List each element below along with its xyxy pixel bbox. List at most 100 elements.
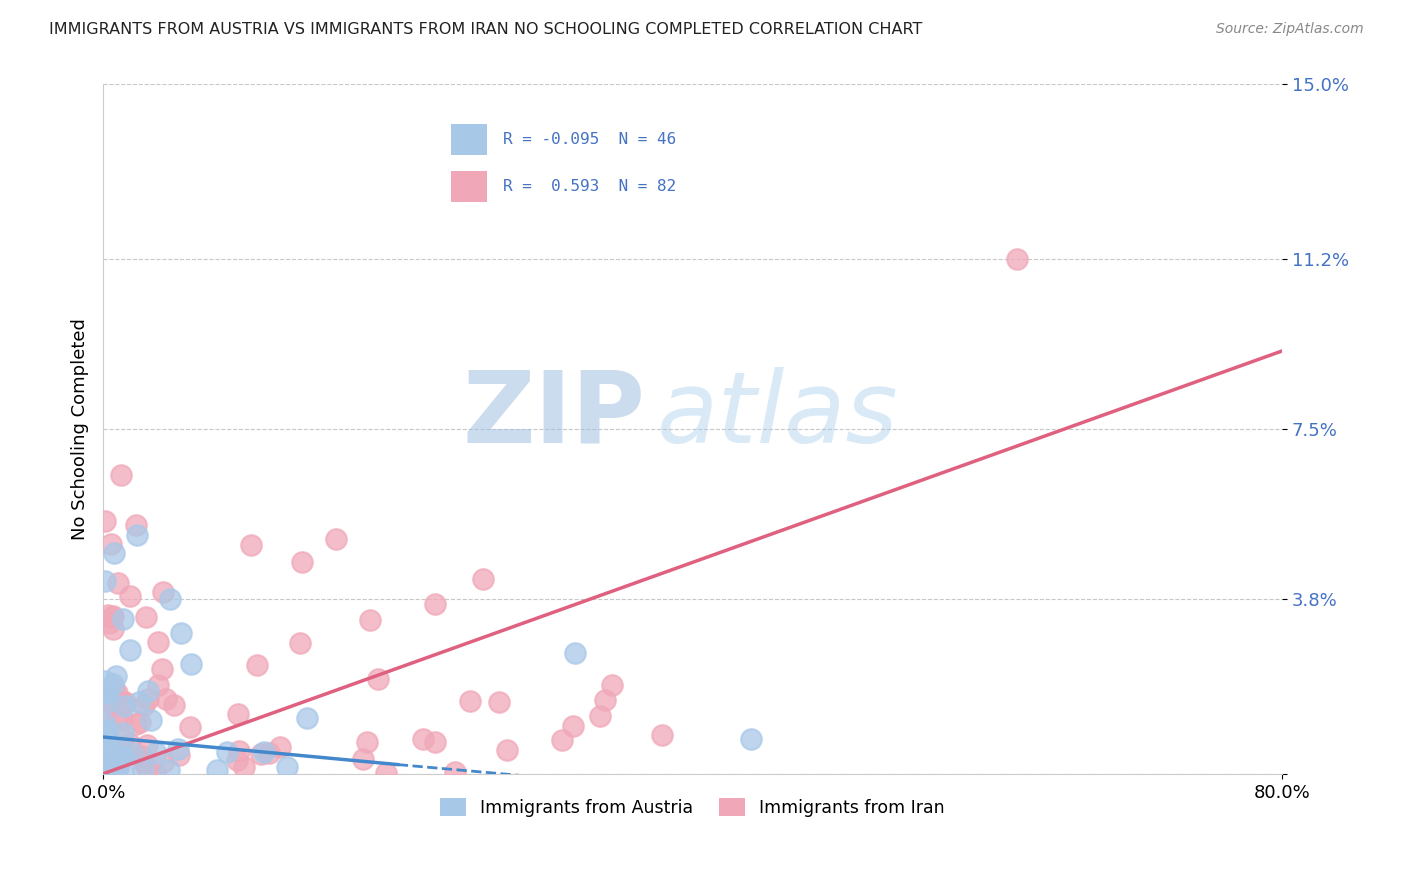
Immigrants from Iran — [105, 711, 128, 725]
Immigrants from Iran — [425, 735, 447, 749]
Immigrants from Austria — [141, 713, 163, 727]
Immigrants from Austria — [253, 745, 276, 759]
Immigrants from Iran — [249, 747, 271, 762]
Immigrants from Iran — [135, 738, 157, 752]
Immigrants from Iran — [103, 681, 125, 695]
Immigrants from Austria — [180, 657, 202, 672]
Immigrants from Austria — [159, 592, 181, 607]
Immigrants from Iran — [561, 718, 583, 732]
Immigrants from Iran — [132, 698, 155, 712]
Immigrants from Iran — [96, 702, 118, 716]
Immigrants from Iran — [135, 761, 157, 775]
Immigrants from Iran — [352, 752, 374, 766]
Immigrants from Iran — [125, 517, 148, 532]
Immigrants from Iran — [93, 514, 115, 528]
Immigrants from Iran — [356, 735, 378, 749]
Immigrants from Iran — [288, 636, 311, 650]
Text: ZIP: ZIP — [463, 367, 645, 464]
Legend: Immigrants from Austria, Immigrants from Iran: Immigrants from Austria, Immigrants from… — [433, 791, 952, 823]
Immigrants from Austria — [93, 685, 115, 699]
Immigrants from Austria — [564, 647, 586, 661]
Immigrants from Austria — [112, 612, 135, 626]
Immigrants from Iran — [367, 672, 389, 686]
Immigrants from Iran — [443, 765, 465, 780]
Immigrants from Iran — [146, 677, 169, 691]
Immigrants from Iran — [600, 678, 623, 692]
Immigrants from Austria — [217, 745, 239, 759]
Immigrants from Austria — [100, 742, 122, 756]
Immigrants from Austria — [111, 766, 134, 780]
Immigrants from Iran — [228, 744, 250, 758]
Immigrants from Iran — [111, 746, 134, 760]
Immigrants from Iran — [135, 610, 157, 624]
Immigrants from Iran — [488, 695, 510, 709]
Immigrants from Austria — [96, 723, 118, 738]
Immigrants from Austria — [103, 546, 125, 560]
Immigrants from Austria — [93, 574, 115, 589]
Immigrants from Austria — [97, 685, 120, 699]
Immigrants from Iran — [412, 732, 434, 747]
Immigrants from Austria — [136, 684, 159, 698]
Immigrants from Iran — [233, 760, 256, 774]
Immigrants from Iran — [96, 738, 118, 752]
Immigrants from Iran — [131, 754, 153, 768]
Immigrants from Austria — [205, 763, 228, 777]
Immigrants from Austria — [121, 746, 143, 760]
Text: Source: ZipAtlas.com: Source: ZipAtlas.com — [1216, 22, 1364, 37]
Immigrants from Iran — [496, 743, 519, 757]
Immigrants from Iran — [651, 728, 673, 742]
Immigrants from Iran — [291, 555, 314, 569]
Immigrants from Austria — [103, 677, 125, 691]
Immigrants from Iran — [114, 695, 136, 709]
Immigrants from Iran — [155, 692, 177, 706]
Immigrants from Iran — [589, 709, 612, 723]
Immigrants from Iran — [136, 691, 159, 706]
Immigrants from Austria — [96, 695, 118, 709]
Text: R = -0.095  N = 46: R = -0.095 N = 46 — [503, 132, 676, 146]
Immigrants from Iran — [112, 696, 135, 710]
Immigrants from Austria — [105, 763, 128, 777]
FancyBboxPatch shape — [451, 171, 486, 202]
Immigrants from Austria — [120, 642, 142, 657]
Immigrants from Iran — [96, 765, 118, 780]
Immigrants from Austria — [276, 760, 298, 774]
Immigrants from Iran — [148, 634, 170, 648]
Immigrants from Iran — [129, 714, 152, 729]
Immigrants from Iran — [246, 657, 269, 672]
Text: R =  0.593  N = 82: R = 0.593 N = 82 — [503, 179, 676, 194]
Immigrants from Austria — [96, 756, 118, 770]
Immigrants from Iran — [107, 759, 129, 773]
Immigrants from Austria — [295, 711, 318, 725]
Immigrants from Iran — [93, 756, 115, 771]
Immigrants from Iran — [97, 607, 120, 622]
Immigrants from Iran — [111, 712, 134, 726]
Immigrants from Iran — [458, 694, 481, 708]
Immigrants from Austria — [93, 716, 115, 731]
Immigrants from Austria — [112, 748, 135, 763]
Text: IMMIGRANTS FROM AUSTRIA VS IMMIGRANTS FROM IRAN NO SCHOOLING COMPLETED CORRELATI: IMMIGRANTS FROM AUSTRIA VS IMMIGRANTS FR… — [49, 22, 922, 37]
Text: atlas: atlas — [657, 367, 898, 464]
Immigrants from Austria — [97, 764, 120, 779]
Immigrants from Austria — [97, 745, 120, 759]
Immigrants from Iran — [325, 533, 347, 547]
Immigrants from Austria — [100, 739, 122, 754]
Y-axis label: No Schooling Completed: No Schooling Completed — [72, 318, 89, 540]
Immigrants from Iran — [98, 747, 121, 762]
Immigrants from Iran — [551, 733, 574, 747]
Immigrants from Iran — [101, 610, 124, 624]
Immigrants from Austria — [169, 626, 191, 640]
Immigrants from Austria — [97, 755, 120, 769]
Immigrants from Austria — [128, 695, 150, 709]
Immigrants from Austria — [100, 758, 122, 772]
Immigrants from Iran — [226, 707, 249, 722]
Immigrants from Iran — [239, 538, 262, 552]
Immigrants from Iran — [125, 717, 148, 731]
Immigrants from Iran — [111, 733, 134, 747]
Immigrants from Iran — [257, 746, 280, 760]
Immigrants from Iran — [110, 468, 132, 483]
Immigrants from Iran — [107, 576, 129, 591]
Immigrants from Iran — [145, 766, 167, 780]
Immigrants from Iran — [226, 753, 249, 767]
Immigrants from Austria — [108, 755, 131, 769]
Immigrants from Austria — [740, 731, 762, 746]
